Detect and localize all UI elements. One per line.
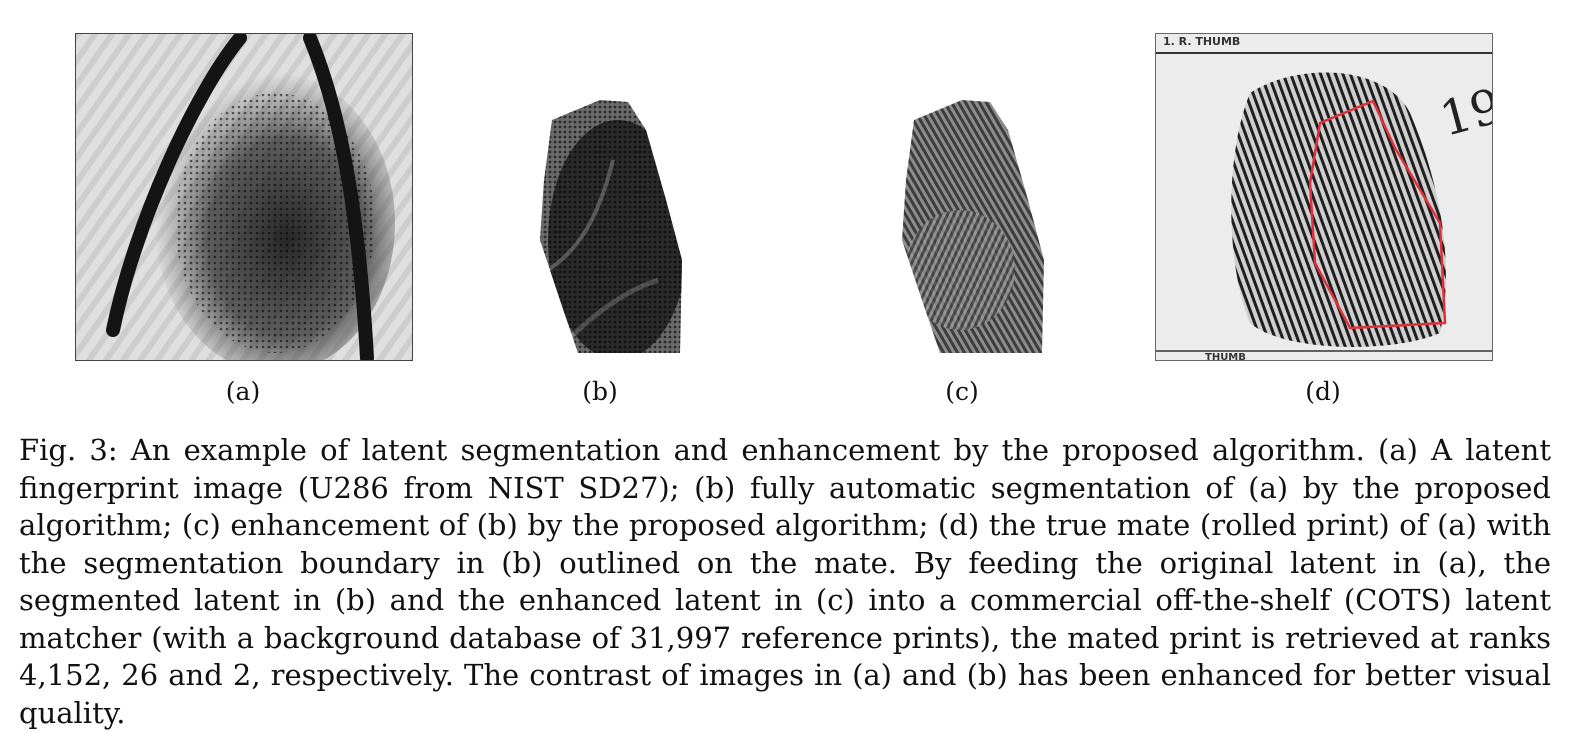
segmentation-boundary — [1308, 99, 1447, 330]
figure-caption: Fig. 3: An example of latent segmentatio… — [19, 432, 1551, 732]
card-text-bottom: THUMB — [1205, 352, 1246, 361]
card-text-top: 1. R. THUMB — [1163, 35, 1240, 48]
caption-text: Fig. 3: An example of latent segmentatio… — [19, 433, 1551, 730]
panel-d-image: 1. R. THUMB THUMB 19 — [1155, 33, 1493, 361]
panel-a-image — [75, 33, 413, 361]
panel-b-label: (b) — [582, 377, 618, 406]
panel-d-label: (d) — [1305, 377, 1341, 406]
panel-c-image — [900, 100, 1046, 355]
panel-c-label: (c) — [945, 377, 979, 406]
panel-a-label: (a) — [225, 377, 261, 406]
panel-b-image — [538, 100, 684, 355]
